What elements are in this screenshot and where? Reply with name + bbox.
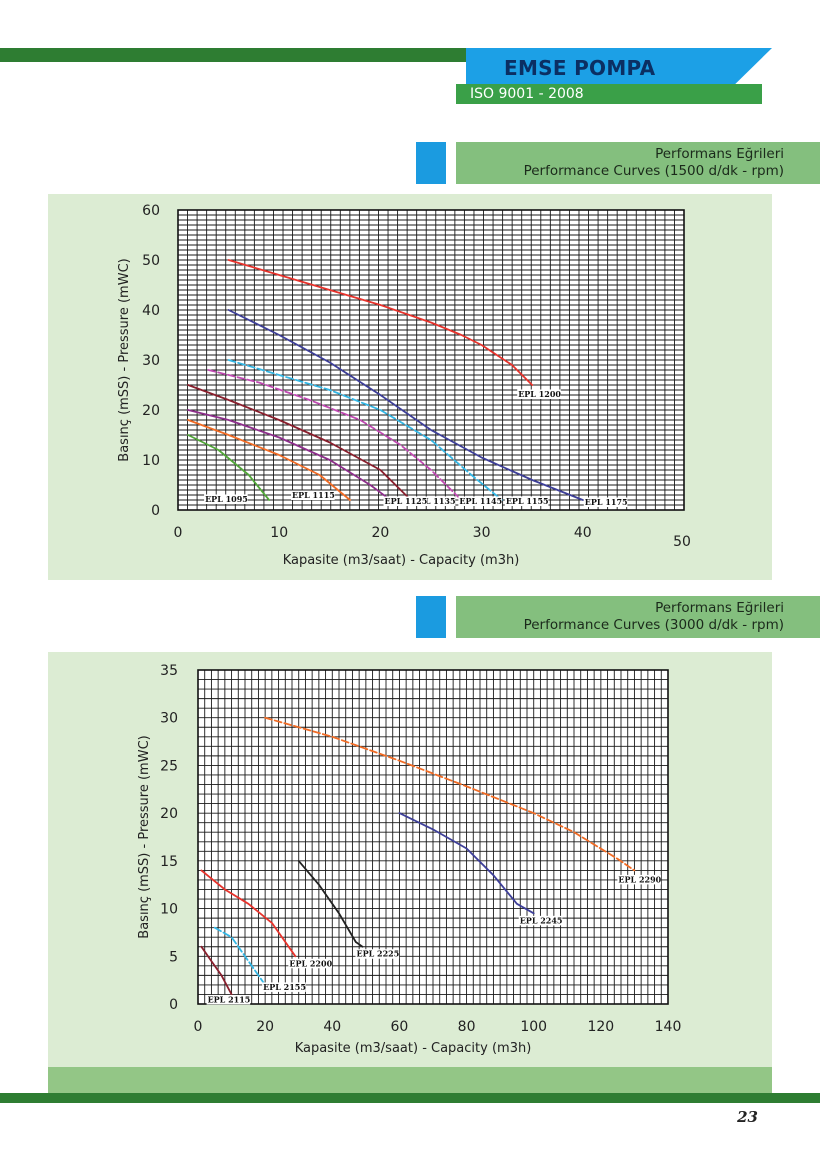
- section-2-header: Performans Eğrileri Performance Curves (…: [456, 596, 820, 638]
- section-1-title-en: Performance Curves (1500 d/dk - rpm): [523, 163, 784, 179]
- x-tick-label: 10: [270, 525, 288, 541]
- y-tick-label: 0: [169, 997, 178, 1013]
- series-label: EPL 1125: [385, 496, 428, 506]
- y-axis-title: Basınç (mSS) - Pressure (mWC): [117, 258, 132, 461]
- series-label: EPL 2290: [618, 874, 661, 884]
- series-label-bg: [206, 994, 251, 1005]
- series-label: EPL 1155: [506, 496, 549, 506]
- plot-border: [177, 209, 685, 511]
- series-label: EPL 1145: [459, 496, 502, 506]
- bottom-strip: [48, 1067, 772, 1093]
- series-label: EPL 2115: [208, 994, 251, 1004]
- section-1-marker: [416, 142, 446, 184]
- series-label: EPL 2200: [289, 958, 332, 968]
- series-line-epl-1155: [227, 359, 503, 501]
- series-label-bg: [504, 496, 549, 506]
- iso-certification: ISO 9001 - 2008: [470, 86, 584, 102]
- grid: [177, 209, 685, 511]
- y-tick-label: 25: [160, 758, 178, 774]
- series-line-epl-2225: [297, 859, 364, 948]
- section-1-header: Performans Eğrileri Performance Curves (…: [456, 142, 820, 184]
- y-tick-label: 20: [160, 806, 178, 822]
- series-label-bg: [411, 496, 456, 506]
- series-label-bg: [517, 389, 561, 399]
- x-axis-title: Kapasite (m3/saat) - Capacity (m3h): [295, 1041, 532, 1056]
- y-tick-label: 15: [160, 854, 178, 870]
- series-line-epl-1145: [207, 369, 463, 501]
- series-line-epl-2200: [200, 869, 297, 958]
- series-label-bg: [291, 490, 335, 500]
- page-number: 23: [737, 1108, 758, 1126]
- x-tick-label: 20: [371, 525, 389, 541]
- y-tick-label: 10: [160, 902, 178, 918]
- y-tick-label: 20: [142, 403, 160, 419]
- top-green-bar: [0, 48, 470, 62]
- series-label: EPL 2155: [263, 982, 306, 992]
- x-tick-label: 60: [391, 1019, 409, 1035]
- plot-border: [197, 669, 669, 1005]
- series-label-bg: [583, 497, 628, 507]
- brand-underline: [456, 84, 762, 104]
- series-line-epl-2290: [264, 716, 636, 872]
- chart-1-panel: 0 10 20 30 40 50 0 10 20 30 40 50 60 Kapasite (m3/saa…: [48, 194, 772, 580]
- series-label-bg: [518, 915, 563, 926]
- series-label-bg: [288, 958, 332, 969]
- x-tick-label: 120: [587, 1019, 614, 1035]
- series-label: EPL 2225: [357, 949, 400, 959]
- series-line-epl-2245: [398, 812, 535, 915]
- series-line-epl-1135: [187, 384, 412, 501]
- section-2-title-tr: Performans Eğrileri: [655, 600, 784, 616]
- x-axis-title: Kapasite (m3/saat) - Capacity (m3h): [283, 553, 520, 568]
- bottom-green-bar: [0, 1093, 820, 1103]
- series-line-epl-1095: [187, 434, 271, 501]
- chart-1: 0 10 20 30 40 50 0 10 20 30 40 50 60 Kapasite (m3/saa…: [117, 203, 691, 568]
- y-tick-label: 35: [160, 663, 178, 679]
- chart-2-panel: 0 20 40 60 80 100 120 140 0 5 10 15 20 25 30 35 Kapasite…: [48, 652, 772, 1067]
- series-label-bg: [262, 982, 306, 992]
- series-line-epl-2155: [213, 926, 267, 986]
- series-line-epl-1115: [187, 419, 351, 501]
- series-label-bg: [204, 494, 248, 504]
- y-tick-label: 60: [142, 203, 160, 219]
- y-tick-label: 50: [142, 253, 160, 269]
- y-tick-label: 5: [169, 949, 178, 965]
- x-tick-label: 0: [194, 1019, 203, 1035]
- x-tick-label: 40: [323, 1019, 341, 1035]
- series-label-bg: [458, 496, 502, 506]
- x-tick-label: 40: [574, 525, 592, 541]
- x-tick-label: 30: [473, 525, 491, 541]
- series-line-epl-1175: [227, 309, 584, 501]
- x-tick-label: 0: [174, 525, 183, 541]
- x-tick-label: 50: [673, 534, 691, 550]
- x-tick-label: 20: [256, 1019, 274, 1035]
- y-tick-label: 40: [142, 303, 160, 319]
- series-label: EPL 1200: [518, 389, 561, 399]
- series-label: EPL 2245: [520, 915, 563, 925]
- y-tick-label: 10: [142, 453, 160, 469]
- x-tick-label: 140: [655, 1019, 682, 1035]
- series-label-bg: [617, 874, 662, 885]
- y-tick-label: 0: [151, 503, 160, 519]
- y-axis-title: Basınç (mSS) - Pressure (mWC): [137, 735, 152, 938]
- series-line-epl-1200: [227, 259, 534, 386]
- series-label-bg: [355, 949, 400, 959]
- chart-2: 0 20 40 60 80 100 120 140 0 5 10 15 20 25 30 35 Kapasite…: [137, 663, 682, 1056]
- series-label: EPL 1115: [292, 490, 335, 500]
- series-label: EPL 1135: [413, 496, 456, 506]
- section-1-title-tr: Performans Eğrileri: [655, 146, 784, 162]
- series-label-bg: [383, 496, 428, 506]
- grid: [197, 669, 669, 1005]
- brand-banner: [466, 48, 772, 84]
- series-line-epl-2115: [200, 945, 233, 996]
- brand-name: EMSE POMPA: [504, 56, 656, 80]
- x-tick-label: 100: [520, 1019, 547, 1035]
- y-tick-label: 30: [142, 353, 160, 369]
- y-tick-label: 30: [160, 711, 178, 727]
- section-2-marker: [416, 596, 446, 638]
- x-tick-label: 80: [458, 1019, 476, 1035]
- section-2-title-en: Performance Curves (3000 d/dk - rpm): [523, 617, 784, 633]
- series-label: EPL 1095: [205, 494, 248, 504]
- series-label: EPL 1175: [585, 497, 628, 507]
- series-line-epl-1125: [187, 409, 392, 501]
